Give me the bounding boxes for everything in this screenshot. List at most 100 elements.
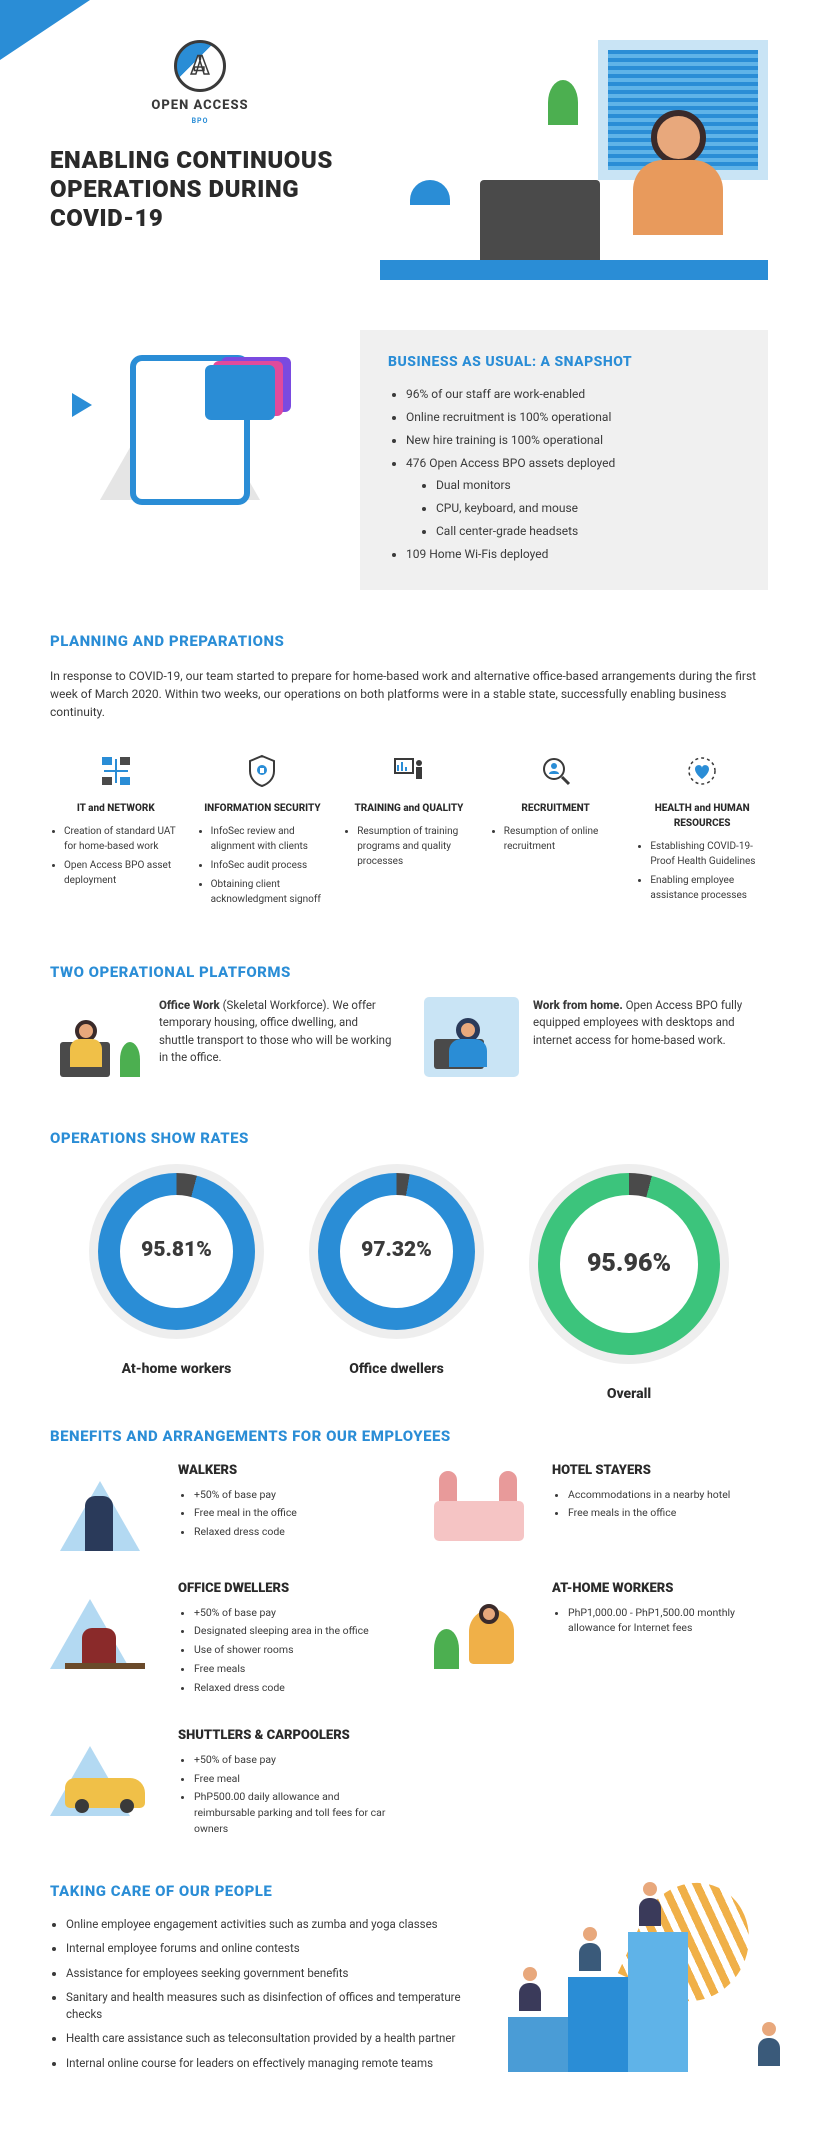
pillar-title: IT and NETWORK	[50, 801, 182, 816]
benefit-item: PhP1,000.00 - PhP1,500.00 monthly allowa…	[568, 1605, 768, 1637]
snapshot-list: 96% of our staff are work-enabled Online …	[388, 385, 740, 563]
benefit-item: Designated sleeping area in the office	[194, 1623, 369, 1639]
care-item: Internal employee forums and online cont…	[66, 1940, 470, 1957]
benefit-group: AT-HOME WORKERS PhP1,000.00 - PhP1,500.00…	[424, 1579, 768, 1698]
pillar-item: Resumption of training programs and qual…	[357, 824, 475, 869]
benefit-item: +50% of base pay	[194, 1487, 297, 1503]
pillar-item: Open Access BPO asset deployment	[64, 858, 182, 888]
benefit-item: PhP500.00 daily allowance and reimbursab…	[194, 1789, 394, 1836]
benefit-illustration	[424, 1579, 534, 1669]
recruitment-icon	[490, 751, 622, 791]
donut-label: Office dwellers	[309, 1359, 484, 1380]
care-item: Health care assistance such as teleconsu…	[66, 2030, 470, 2047]
pillar-title: INFORMATION SECURITY	[197, 801, 329, 816]
benefit-title: HOTEL STAYERS	[552, 1461, 730, 1481]
planning-intro: In response to COVID-19, our team starte…	[50, 667, 768, 721]
benefit-item: Free meal	[194, 1771, 394, 1787]
pillar-item: Establishing COVID-19-Proof Health Guide…	[650, 839, 768, 869]
donut-chart: 97.32% Office dwellers	[309, 1164, 484, 1405]
benefit-illustration	[50, 1461, 160, 1551]
platforms-row: Office Work (Skeletal Workforce). We off…	[50, 997, 768, 1077]
benefit-illustration	[424, 1461, 534, 1551]
benefit-list: PhP1,000.00 - PhP1,500.00 monthly allowa…	[552, 1605, 768, 1637]
top-corner-accent	[0, 0, 90, 60]
snapshot-box: BUSINESS AS USUAL: A SNAPSHOT 96% of our…	[360, 330, 768, 590]
donut-label: Overall	[529, 1384, 729, 1405]
health-icon	[636, 751, 768, 791]
benefits-heading: BENEFITS AND ARRANGEMENTS FOR OUR EMPLOY…	[50, 1425, 768, 1448]
snapshot-item: New hire training is 100% operational	[406, 431, 740, 449]
hero-illustration	[380, 40, 768, 280]
pillar-list: Resumption of online recruitment	[490, 824, 622, 854]
platform-text: Office Work (Skeletal Workforce). We off…	[159, 997, 394, 1077]
benefit-list: +50% of base pay Free meal PhP500.00 daily…	[178, 1752, 394, 1837]
platforms-heading: TWO OPERATIONAL PLATFORMS	[50, 961, 768, 984]
benefit-illustration	[50, 1579, 160, 1669]
platform-title: Office Work	[159, 998, 220, 1012]
pillar-list: Creation of standard UAT for home-based …	[50, 824, 182, 888]
donut-label: At-home workers	[89, 1359, 264, 1380]
care-item: Internal online course for leaders on ef…	[66, 2055, 470, 2072]
pillar-title: HEALTH and HUMAN RESOURCES	[636, 801, 768, 831]
benefit-item: Free meals in the office	[568, 1505, 730, 1521]
care-item: Assistance for employees seeking governm…	[66, 1965, 470, 1982]
benefit-list: +50% of base pay Designated sleeping area…	[178, 1605, 369, 1696]
snapshot-item: 96% of our staff are work-enabled	[406, 385, 740, 403]
pillar-item: InfoSec audit process	[211, 858, 329, 873]
rates-row: 95.81% At-home workers 97.32% Office dwelle…	[50, 1164, 768, 1405]
pillar-list: InfoSec review and alignment with client…	[197, 824, 329, 907]
benefit-group: WALKERS +50% of base payFree meal in the …	[50, 1461, 394, 1551]
snapshot-heading: BUSINESS AS USUAL: A SNAPSHOT	[388, 352, 740, 373]
benefit-item: +50% of base pay	[194, 1605, 369, 1621]
donut-value: 95.96%	[560, 1195, 698, 1333]
benefit-list: +50% of base payFree meal in the officeR…	[178, 1487, 297, 1540]
care-item: Online employee engagement activities su…	[66, 1916, 470, 1933]
benefit-group: SHUTTLERS & CARPOOLERS+50% of base payFr…	[50, 1726, 394, 1839]
donut-value: 95.81%	[120, 1195, 233, 1308]
platform-illustration	[424, 997, 519, 1077]
pillar-item: Obtaining client acknowledgment signoff	[211, 877, 329, 907]
snapshot-subitem: Call center-grade headsets	[436, 522, 740, 540]
benefit-list: Accommodations in a nearby hotelFree mea…	[552, 1487, 730, 1522]
platform-illustration	[50, 997, 145, 1077]
pillar-item: Resumption of online recruitment	[504, 824, 622, 854]
pillar-list: Establishing COVID-19-Proof Health Guide…	[636, 839, 768, 903]
snapshot-subitem: CPU, keyboard, and mouse	[436, 499, 740, 517]
pillar-item: Creation of standard UAT for home-based …	[64, 824, 182, 854]
snapshot-item: Online recruitment is 100% operational	[406, 408, 740, 426]
pillar-item: InfoSec review and alignment with client…	[211, 824, 329, 854]
benefit-title: AT-HOME WORKERS	[552, 1579, 768, 1599]
brand-logo: A OPEN ACCESS BPO	[50, 40, 350, 126]
pillar: RECRUITMENTResumption of online recruitm…	[490, 751, 622, 911]
pillars-row: IT and NETWORK Creation of standard UAT f…	[50, 751, 768, 911]
benefit-title: WALKERS	[178, 1461, 297, 1481]
rates-heading: OPERATIONS SHOW RATES	[50, 1127, 768, 1150]
benefit-item: Free meals	[194, 1661, 369, 1677]
donut-chart: 95.81% At-home workers	[89, 1164, 264, 1405]
benefit-group: OFFICE DWELLERS +50% of base pay Designate…	[50, 1579, 394, 1698]
care-item: Sanitary and health measures such as dis…	[66, 1989, 470, 2024]
benefit-illustration	[50, 1726, 160, 1816]
snapshot-item: 476 Open Access BPO assets deployedDual …	[406, 454, 740, 540]
benefit-title: OFFICE DWELLERS	[178, 1579, 369, 1599]
benefit-item: Relaxed dress code	[194, 1524, 297, 1540]
pillar: IT and NETWORK Creation of standard UAT f…	[50, 751, 182, 911]
shield-icon	[197, 751, 329, 791]
brand-name: OPEN ACCESS	[50, 96, 350, 116]
snapshot-item: 109 Home Wi-Fis deployed	[406, 545, 740, 563]
pillar: TRAINING and QUALITYResumption of traini…	[343, 751, 475, 911]
pillar-list: Resumption of training programs and qual…	[343, 824, 475, 869]
benefit-item: Use of shower rooms	[194, 1642, 369, 1658]
training-icon	[343, 751, 475, 791]
pillar: INFORMATION SECURITY InfoSec review and a…	[197, 751, 329, 911]
benefit-item: +50% of base pay	[194, 1752, 394, 1768]
platform: Work from home. Open Access BPO fully eq…	[424, 997, 768, 1077]
planning-heading: PLANNING AND PREPARATIONS	[50, 630, 768, 653]
snapshot-illustration	[50, 330, 330, 530]
platform: Office Work (Skeletal Workforce). We off…	[50, 997, 394, 1077]
pillar: HEALTH and HUMAN RESOURCES Establishing C…	[636, 751, 768, 911]
benefits-grid: WALKERS +50% of base payFree meal in the …	[50, 1461, 768, 1840]
platform-title: Work from home.	[533, 998, 623, 1012]
benefit-item: Relaxed dress code	[194, 1680, 369, 1696]
donut-value: 97.32%	[340, 1195, 453, 1308]
